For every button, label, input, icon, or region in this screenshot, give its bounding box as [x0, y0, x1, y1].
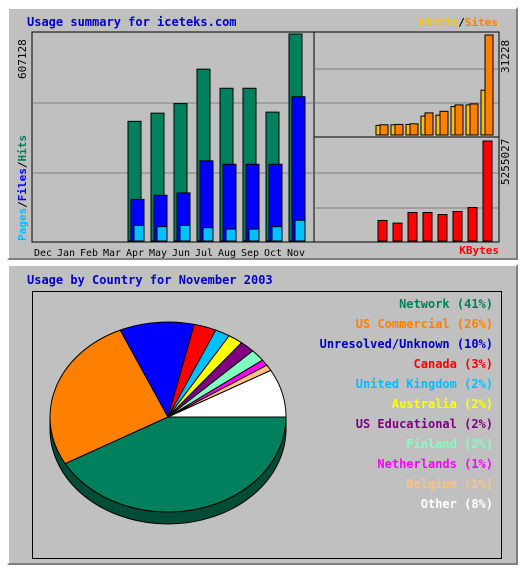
month-label-jan: Jan: [57, 248, 75, 258]
usage-summary-svg: 607128 Pages/Files/Hits Dec Jan Feb Mar Apr M…: [16, 31, 512, 258]
bar-kbytes-sep: [452, 211, 463, 242]
pie-slice-other: [167, 369, 287, 418]
bar-sites-oct: [469, 103, 479, 136]
visits-max-label: 31228: [499, 40, 512, 73]
month-axis-labels: Dec Jan Feb Mar Apr May Jun Jul Aug Sep Oct Nov: [34, 248, 305, 258]
month-label-jun: Jun: [172, 248, 190, 258]
legend-us-commercial: US Commercial (26%): [355, 317, 493, 331]
bar-pages-may: [156, 226, 168, 242]
bar-sites-nov: [484, 34, 494, 136]
bar-pages-oct: [271, 226, 283, 242]
month-label-nov: Nov: [287, 248, 305, 258]
bar-sites-may: [394, 123, 404, 136]
usage-summary-panel: Usage summary for iceteks.com Visits/Sit…: [7, 7, 518, 260]
kbytes-max-label: 5255027: [499, 139, 512, 185]
bar-sites-jul: [424, 112, 434, 136]
bar-kbytes-nov: [482, 140, 493, 242]
bar-pages-aug: [225, 228, 237, 242]
bar-sites-sep: [454, 104, 464, 136]
month-label-sep: Sep: [241, 248, 259, 258]
month-label-may: May: [149, 248, 167, 258]
kbytes-bars: [377, 140, 493, 242]
country-usage-panel: Usage by Country for November 2003 Netwo…: [7, 264, 518, 565]
legend-australia: Australia (2%): [391, 397, 493, 411]
month-label-mar: Mar: [103, 248, 121, 258]
legend-united-kingdom: United Kingdom (2%): [355, 377, 493, 391]
bar-pages-jul: [202, 227, 214, 242]
month-label-jul: Jul: [195, 248, 213, 258]
visits-sites-bars: [375, 34, 494, 136]
pie-slice-unresolved-unknown: [119, 321, 195, 419]
legend-unresolved-unknown: Unresolved/Unknown (10%): [319, 337, 493, 351]
country-pie-svg: [49, 321, 287, 525]
usage-summary-title: Usage summary for iceteks.com: [27, 15, 237, 29]
bar-sites-aug: [439, 110, 449, 136]
pie-slices: [49, 321, 287, 513]
bar-kbytes-jul: [422, 211, 433, 242]
bar-kbytes-jun: [407, 211, 418, 242]
visits-sites-legend: Visits/Sites: [419, 16, 499, 29]
pie-slice-network: [64, 416, 287, 513]
hits-files-pages-bars: [127, 33, 306, 242]
legend-hits: Hits: [16, 135, 29, 162]
legend-network: Network (41%): [399, 297, 493, 311]
bar-kbytes-may: [392, 222, 403, 242]
month-label-oct: Oct: [264, 248, 282, 258]
bar-sites-jun: [409, 123, 419, 136]
month-label-aug: Aug: [218, 248, 236, 258]
bar-files-nov: [291, 96, 306, 242]
bar-pages-sep: [248, 228, 260, 242]
legend-other: Other (8%): [420, 497, 493, 511]
bar-kbytes-apr: [377, 219, 388, 242]
country-usage-title: Usage by Country for November 2003: [27, 273, 273, 287]
legend-netherlands: Netherlands (1%): [377, 457, 493, 471]
visits-chart-frame: [313, 31, 500, 138]
kbytes-axis-label: KBytes: [459, 244, 499, 257]
legend-sites: Sites: [464, 16, 498, 29]
legend-pages: Pages: [16, 208, 29, 241]
legend-canada: Canada (3%): [413, 357, 493, 371]
hits-max-label: 607128: [16, 39, 29, 79]
bar-sites-apr: [379, 124, 389, 136]
legend-visits: Visits: [418, 16, 459, 29]
bar-pages-apr: [133, 224, 145, 242]
legend-finland: Finland (2%): [406, 437, 493, 451]
month-label-apr: Apr: [126, 248, 144, 258]
bar-kbytes-aug: [437, 214, 448, 242]
left-axis-legend: Pages/Files/Hits: [16, 135, 29, 241]
bar-kbytes-oct: [467, 207, 478, 242]
country-pie-frame: Network (41%) US Commercial (26%) Unresolv…: [32, 291, 502, 559]
bar-pages-nov: [294, 219, 306, 242]
bar-pages-jun: [179, 224, 191, 242]
legend-separator: /: [458, 16, 465, 29]
legend-us-educational: US Educational (2%): [355, 417, 493, 431]
legend-belgium: Belgium (1%): [406, 477, 493, 491]
month-label-dec: Dec: [34, 248, 52, 258]
legend-files: Files: [16, 168, 29, 201]
month-label-feb: Feb: [80, 248, 98, 258]
